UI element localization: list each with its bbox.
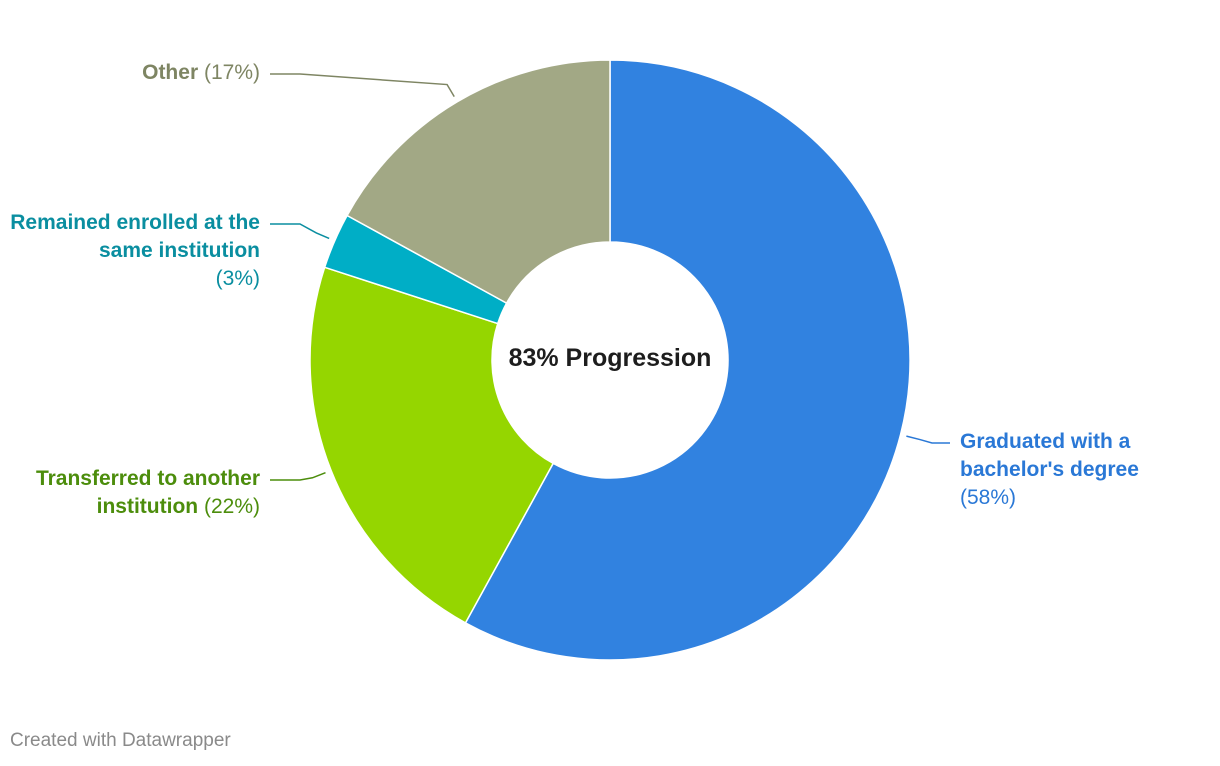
label-other-name: Other xyxy=(142,61,199,84)
leader-remained xyxy=(270,223,330,240)
slice-graduated xyxy=(464,59,911,661)
label-graduated: Graduated with a bachelor's degree (58%) xyxy=(960,428,1200,512)
label-transferred-value: (22%) xyxy=(203,495,260,518)
leader-transferred xyxy=(270,471,326,481)
label-remained-value: (3%) xyxy=(215,267,260,290)
label-other-value: (17%) xyxy=(203,61,260,84)
label-graduated-value: (58%) xyxy=(960,486,1017,509)
label-transferred: Transferred to another institution (22%) xyxy=(10,465,260,521)
slice-other xyxy=(346,59,611,305)
leader-other xyxy=(270,73,455,97)
slice-transferred xyxy=(309,266,555,624)
label-transferred-name: Transferred to another institution xyxy=(35,467,260,518)
label-remained: Remained enrolled at the same institutio… xyxy=(10,209,260,293)
label-remained-name: Remained enrolled at the same institutio… xyxy=(10,211,260,262)
leader-graduated xyxy=(906,435,950,444)
center-label: 83% Progression xyxy=(508,344,712,372)
footer-credit: Created with Datawrapper xyxy=(10,730,231,751)
label-graduated-name: Graduated with a bachelor's degree xyxy=(960,430,1139,481)
label-other: Other (17%) xyxy=(10,59,260,87)
